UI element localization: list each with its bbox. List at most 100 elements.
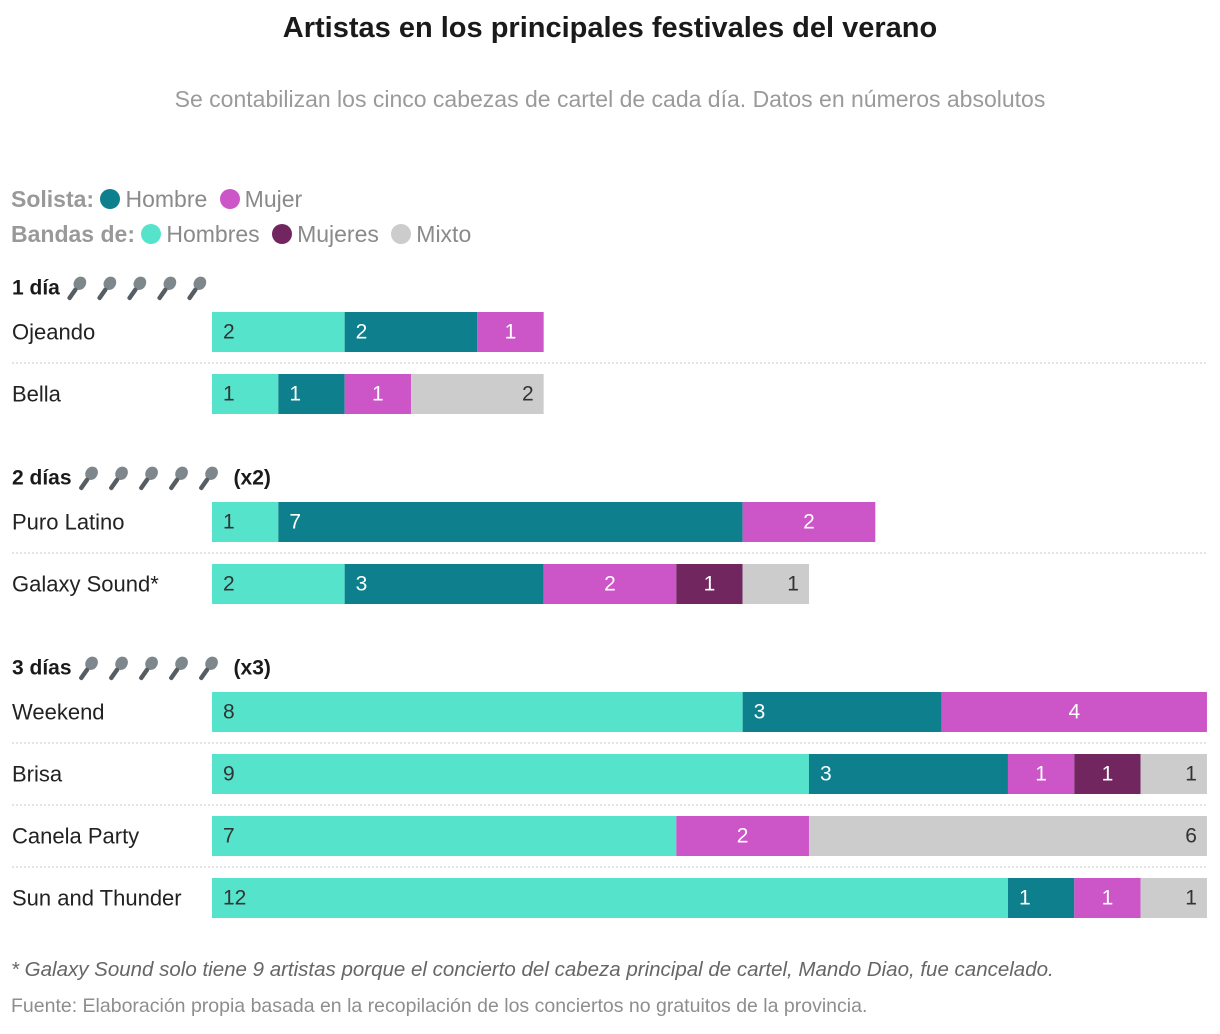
bar-segment-banda_hombres	[212, 312, 345, 352]
bar-segment-banda_hombres	[212, 564, 345, 604]
bar-segment-banda_hombres	[212, 816, 677, 856]
legend-label-banda-hombres: Hombres	[166, 221, 260, 247]
microphone-icon	[157, 276, 177, 301]
bar-value-label: 1	[1185, 887, 1197, 910]
group-2: 3 días (x3) Weekend 8 3 4 Brisa 9 3 1 1 1 Canela Par…	[12, 656, 1208, 918]
bar-segment-solo_mujer	[1074, 878, 1141, 918]
bar-value-label: 12	[223, 887, 246, 910]
microphone-icon	[79, 466, 98, 491]
microphone-icon	[169, 466, 188, 491]
legend-solista: Solista: Hombre Mujer	[11, 186, 308, 213]
bar-value-label: 9	[223, 763, 235, 786]
bar-segment-solo_hombre	[742, 692, 942, 732]
bar-segment-solo_mujer	[477, 312, 544, 352]
festival-label: Ojeando	[12, 320, 95, 345]
legend-item-solo-hombre: Hombre	[100, 186, 207, 213]
legend-dot-banda-hombres	[141, 224, 162, 244]
bar-segment-solo_mujer	[676, 816, 809, 856]
festival-row-bella: Bella 1 1 1 2	[12, 374, 544, 414]
bar-segment-banda_mujeres	[1074, 754, 1141, 794]
bar-value-label: 2	[803, 511, 815, 534]
microphone-icon	[67, 276, 87, 301]
group-multiplier: (x3)	[234, 657, 271, 680]
microphone-icon	[199, 656, 218, 681]
bar-value-label: 2	[223, 321, 235, 344]
festival-label: Weekend	[12, 700, 105, 725]
festival-row-galaxy-sound: Galaxy Sound* 2 3 2 1 1	[12, 564, 809, 604]
microphone-icon	[109, 466, 128, 491]
legend-dot-solo-hombre	[100, 189, 121, 209]
bar-segment-solo_mujer	[344, 374, 411, 414]
legend-bandas-label: Bandas de:	[11, 221, 135, 247]
festival-row-canela-party: Canela Party 7 2 6	[12, 816, 1208, 868]
group-header: 3 días	[12, 657, 72, 680]
bar-value-label: 1	[223, 383, 235, 406]
bar-segment-solo_hombre	[1007, 878, 1075, 918]
bar-segment-banda_hombres	[212, 502, 279, 542]
legend-label-banda-mujeres: Mujeres	[297, 221, 379, 247]
bar-value-label: 2	[356, 321, 368, 344]
bar-segment-solo_hombre	[278, 374, 345, 414]
bar-value-label: 4	[1068, 701, 1080, 724]
legend-dot-banda-mujeres	[272, 224, 293, 244]
bar-value-label: 1	[1102, 763, 1114, 786]
festival-label: Canela Party	[12, 824, 139, 849]
source-note: Fuente: Elaboración propia basada en la …	[11, 995, 868, 1017]
legend-dot-mixto	[391, 224, 412, 244]
festival-row-sun-and-thunder: Sun and Thunder 12 1 1 1	[12, 878, 1207, 918]
bar-value-label: 1	[1102, 887, 1114, 910]
bar-segment-solo_mujer	[941, 692, 1207, 732]
bar-segment-banda_hombres	[212, 374, 279, 414]
chart-subtitle: Se contabilizan los cinco cabezas de car…	[174, 86, 1046, 112]
bar-value-label: 1	[289, 383, 301, 406]
festival-row-ojeando: Ojeando 2 2 1	[12, 312, 1208, 364]
microphone-icon	[127, 276, 147, 301]
footnote: * Galaxy Sound solo tiene 9 artistas por…	[11, 958, 1054, 981]
bar-segment-banda_hombres	[212, 878, 1008, 918]
bar-segment-mixto	[742, 564, 809, 604]
bar-segment-solo_hombre	[344, 312, 478, 352]
bar-value-label: 6	[1185, 825, 1197, 848]
bar-value-label: 1	[505, 321, 517, 344]
bar-value-label: 1	[1019, 887, 1031, 910]
bar-value-label: 2	[737, 825, 749, 848]
group-multiplier: (x2)	[234, 467, 271, 490]
microphone-icon	[199, 466, 218, 491]
legend-item-mixto: Mixto	[391, 221, 471, 248]
microphone-icon	[139, 466, 158, 491]
bar-value-label: 8	[223, 701, 235, 724]
bar-value-label: 7	[289, 511, 301, 534]
legend-dot-solo-mujer	[219, 189, 240, 209]
legend-label-solo-hombre: Hombre	[125, 186, 208, 212]
microphone-icon	[187, 276, 207, 301]
bar-value-label: 2	[604, 573, 616, 596]
group-1: 2 días (x2) Puro Latino 1 7 2 Galaxy Sound* 2 3 2…	[12, 466, 1208, 604]
bar-segment-solo_mujer	[742, 502, 876, 542]
bar-segment-mixto	[1140, 878, 1207, 918]
group-header: 1 día	[12, 277, 60, 300]
legend-item-banda-mujeres: Mujeres	[272, 221, 379, 248]
microphone-icon	[97, 276, 117, 301]
bar-segment-solo_hombre	[344, 564, 544, 604]
bar-value-label: 3	[820, 763, 832, 786]
bar-segment-solo_mujer	[543, 564, 677, 604]
group-header: 2 días	[12, 467, 72, 490]
bar-segment-solo_mujer	[1007, 754, 1075, 794]
bar-segment-mixto	[1140, 754, 1207, 794]
bar-value-label: 3	[356, 573, 368, 596]
festival-label: Bella	[12, 382, 62, 407]
legend-solista-label: Solista:	[11, 186, 95, 212]
bar-segment-mixto	[808, 816, 1207, 856]
bar-segment-banda_hombres	[212, 692, 743, 732]
bar-value-label: 1	[223, 511, 235, 534]
bar-segment-banda_hombres	[212, 754, 809, 794]
bar-segment-solo_hombre	[808, 754, 1008, 794]
festival-label: Galaxy Sound*	[12, 572, 159, 597]
bar-value-label: 2	[522, 383, 534, 406]
chart-title: Artistas en los principales festivales d…	[282, 12, 938, 44]
bar-segment-mixto	[410, 374, 544, 414]
microphone-icon	[169, 656, 188, 681]
legend-bandas: Bandas de: Hombres Mujeres Mixto	[11, 221, 477, 248]
festival-label: Sun and Thunder	[12, 886, 182, 911]
